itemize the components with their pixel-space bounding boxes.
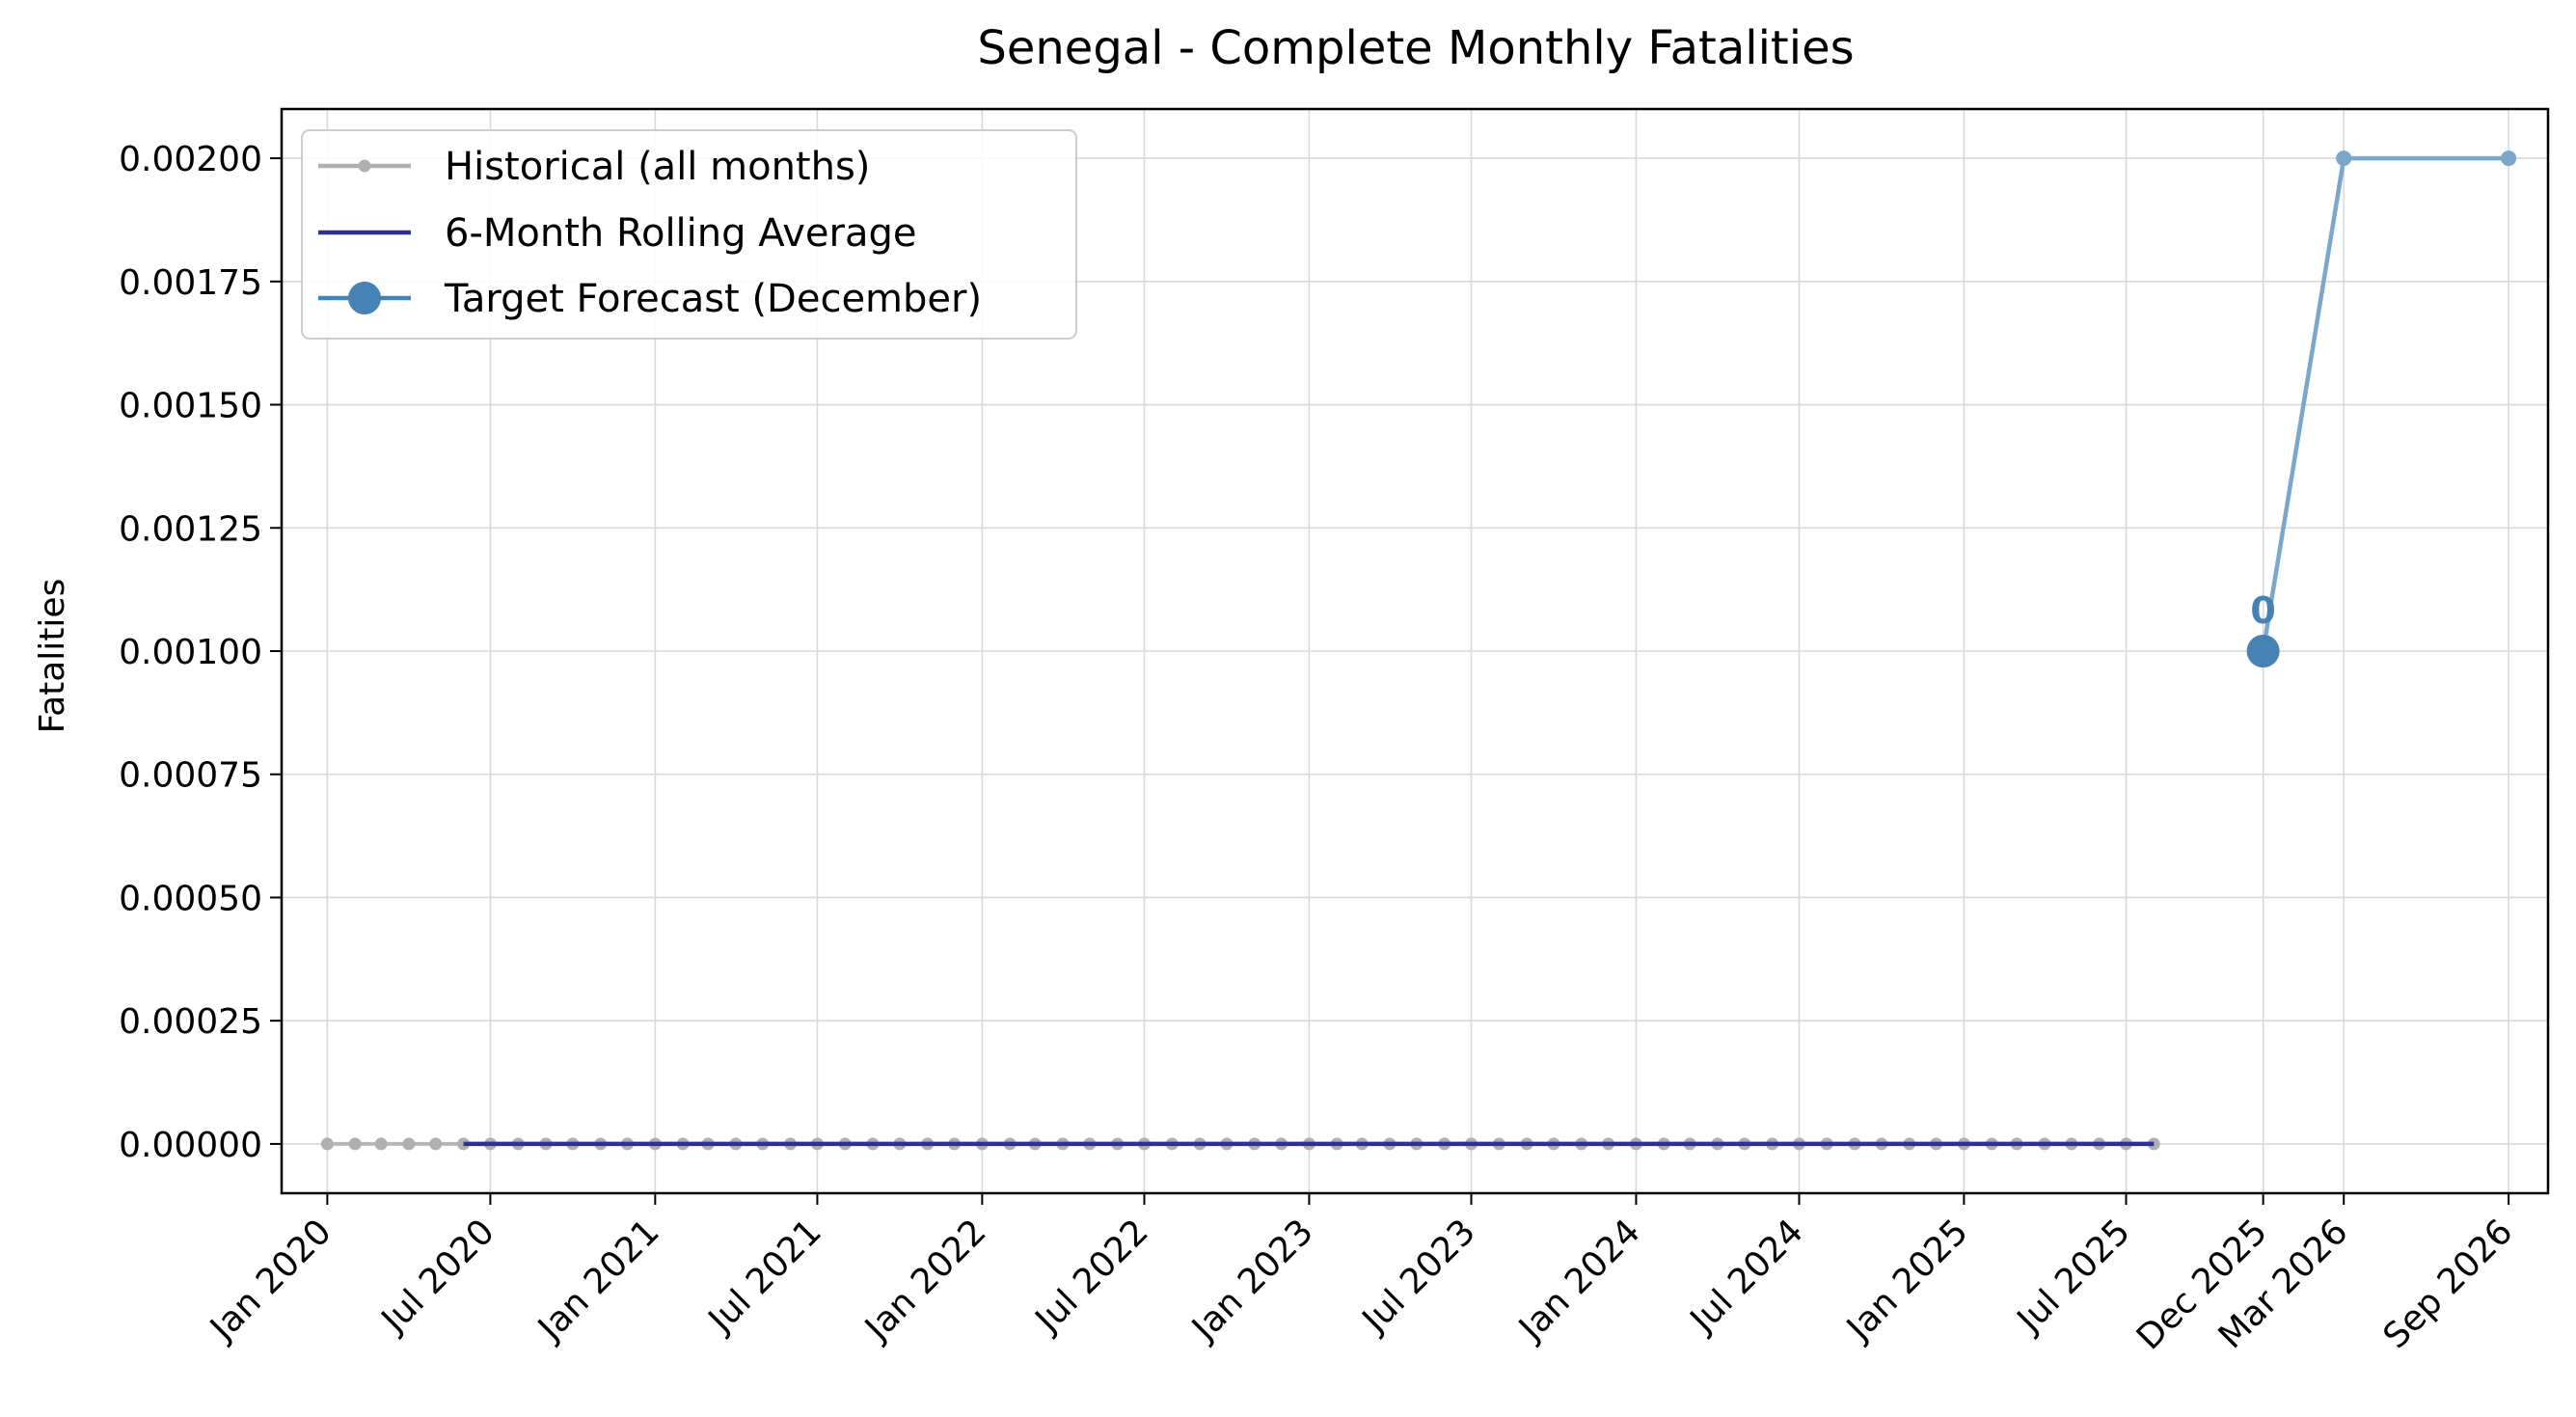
legend-target-forecast-marker xyxy=(348,282,381,314)
legend-target-forecast-label: Target Forecast (December) xyxy=(444,277,982,321)
historical-point xyxy=(320,1137,334,1151)
y-tick-label: 0.00075 xyxy=(119,756,262,796)
y-axis-label: Fatalities xyxy=(33,579,72,734)
legend-rolling-average-label: 6-Month Rolling Average xyxy=(445,211,917,256)
target-value-annotation: 0 xyxy=(2250,589,2275,632)
y-tick-label: 0.00000 xyxy=(119,1126,262,1165)
historical-point xyxy=(348,1137,362,1151)
legend-historical-label: Historical (all months) xyxy=(445,145,870,189)
y-tick-label: 0.00100 xyxy=(119,633,262,672)
target-forecast-point xyxy=(2246,635,2280,668)
legend-frame xyxy=(301,129,1077,340)
legend: Historical (all months) 6-Month Rolling A… xyxy=(301,129,1077,340)
legend-historical-marker xyxy=(358,159,371,173)
chart-title: Senegal - Complete Monthly Fatalities xyxy=(977,21,1854,75)
y-tick-label: 0.00175 xyxy=(119,263,262,303)
y-tick-label: 0.00200 xyxy=(119,140,262,179)
historical-point xyxy=(402,1137,416,1151)
historical-point xyxy=(429,1137,443,1151)
y-tick-label: 0.00150 xyxy=(119,387,262,426)
y-tick-label: 0.00025 xyxy=(119,1002,262,1042)
y-tick-label: 0.00050 xyxy=(119,879,262,918)
y-tick-label: 0.00125 xyxy=(119,509,262,549)
historical-point xyxy=(374,1137,388,1151)
forecast-point xyxy=(2501,150,2517,167)
forecast-point xyxy=(2336,150,2352,167)
series-layer: 0 xyxy=(320,150,2517,1151)
